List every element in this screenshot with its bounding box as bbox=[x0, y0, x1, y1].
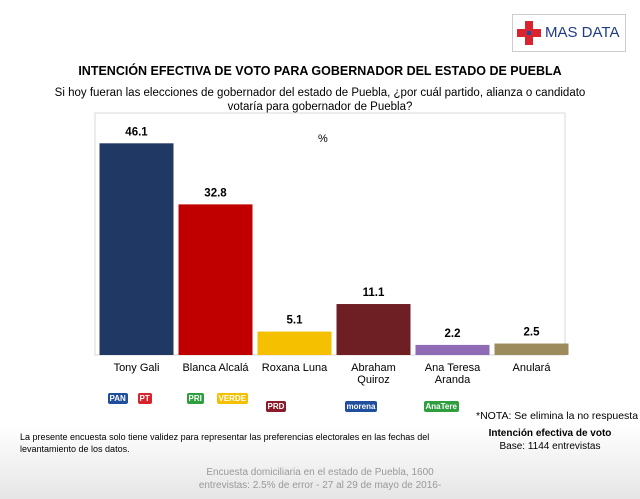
party-logo: morena bbox=[344, 401, 378, 412]
note-base: Base: 1144 entrevistas bbox=[499, 441, 601, 452]
party-logo: PRI bbox=[186, 393, 204, 404]
bar bbox=[178, 204, 253, 355]
value-label: 11.1 bbox=[363, 287, 385, 299]
chart-subtitle: Si hoy fueran las elecciones de gobernad… bbox=[54, 87, 586, 113]
x-tick-label: Roxana Luna bbox=[261, 362, 328, 374]
value-label: 2.5 bbox=[524, 327, 541, 339]
party-logo: PAN bbox=[107, 393, 128, 404]
bar bbox=[494, 343, 569, 355]
unit-label: % bbox=[318, 133, 328, 145]
party-logo: AnaTere bbox=[423, 401, 459, 412]
party-logo: PRD bbox=[265, 401, 287, 412]
logo-box: MAS DATA bbox=[512, 14, 626, 52]
value-label: 5.1 bbox=[287, 315, 304, 327]
note: *NOTA: Se elimina la no respuesta bbox=[476, 410, 639, 422]
logo-text: MAS DATA bbox=[545, 24, 620, 41]
note-heading: Intención efectiva de voto bbox=[488, 428, 612, 439]
logo-cross bbox=[517, 21, 541, 45]
party-logo: PT bbox=[137, 393, 152, 404]
x-tick-label: Tony Gali bbox=[113, 362, 160, 374]
bar bbox=[336, 304, 411, 355]
bar bbox=[415, 344, 490, 355]
value-label: 32.8 bbox=[204, 187, 227, 199]
party-logo: VERDE bbox=[216, 393, 249, 404]
x-tick-label: Ana Teresa Aranda bbox=[424, 362, 481, 386]
bar bbox=[99, 143, 174, 355]
chart-title: INTENCIÓN EFECTIVA DE VOTO PARA GOBERNAD… bbox=[78, 64, 562, 78]
value-label: 46.1 bbox=[125, 126, 148, 138]
bar bbox=[257, 331, 332, 355]
footer: Encuesta domiciliaria en el estado de Pu… bbox=[198, 467, 442, 491]
x-tick-label: Blanca Alcalá bbox=[182, 362, 249, 374]
x-tick-label: Abraham Quiroz bbox=[351, 362, 396, 386]
x-tick-label: Anulará bbox=[512, 362, 551, 374]
value-label: 2.2 bbox=[445, 328, 461, 340]
validity-note: La presente encuesta solo tiene validez … bbox=[20, 432, 430, 454]
